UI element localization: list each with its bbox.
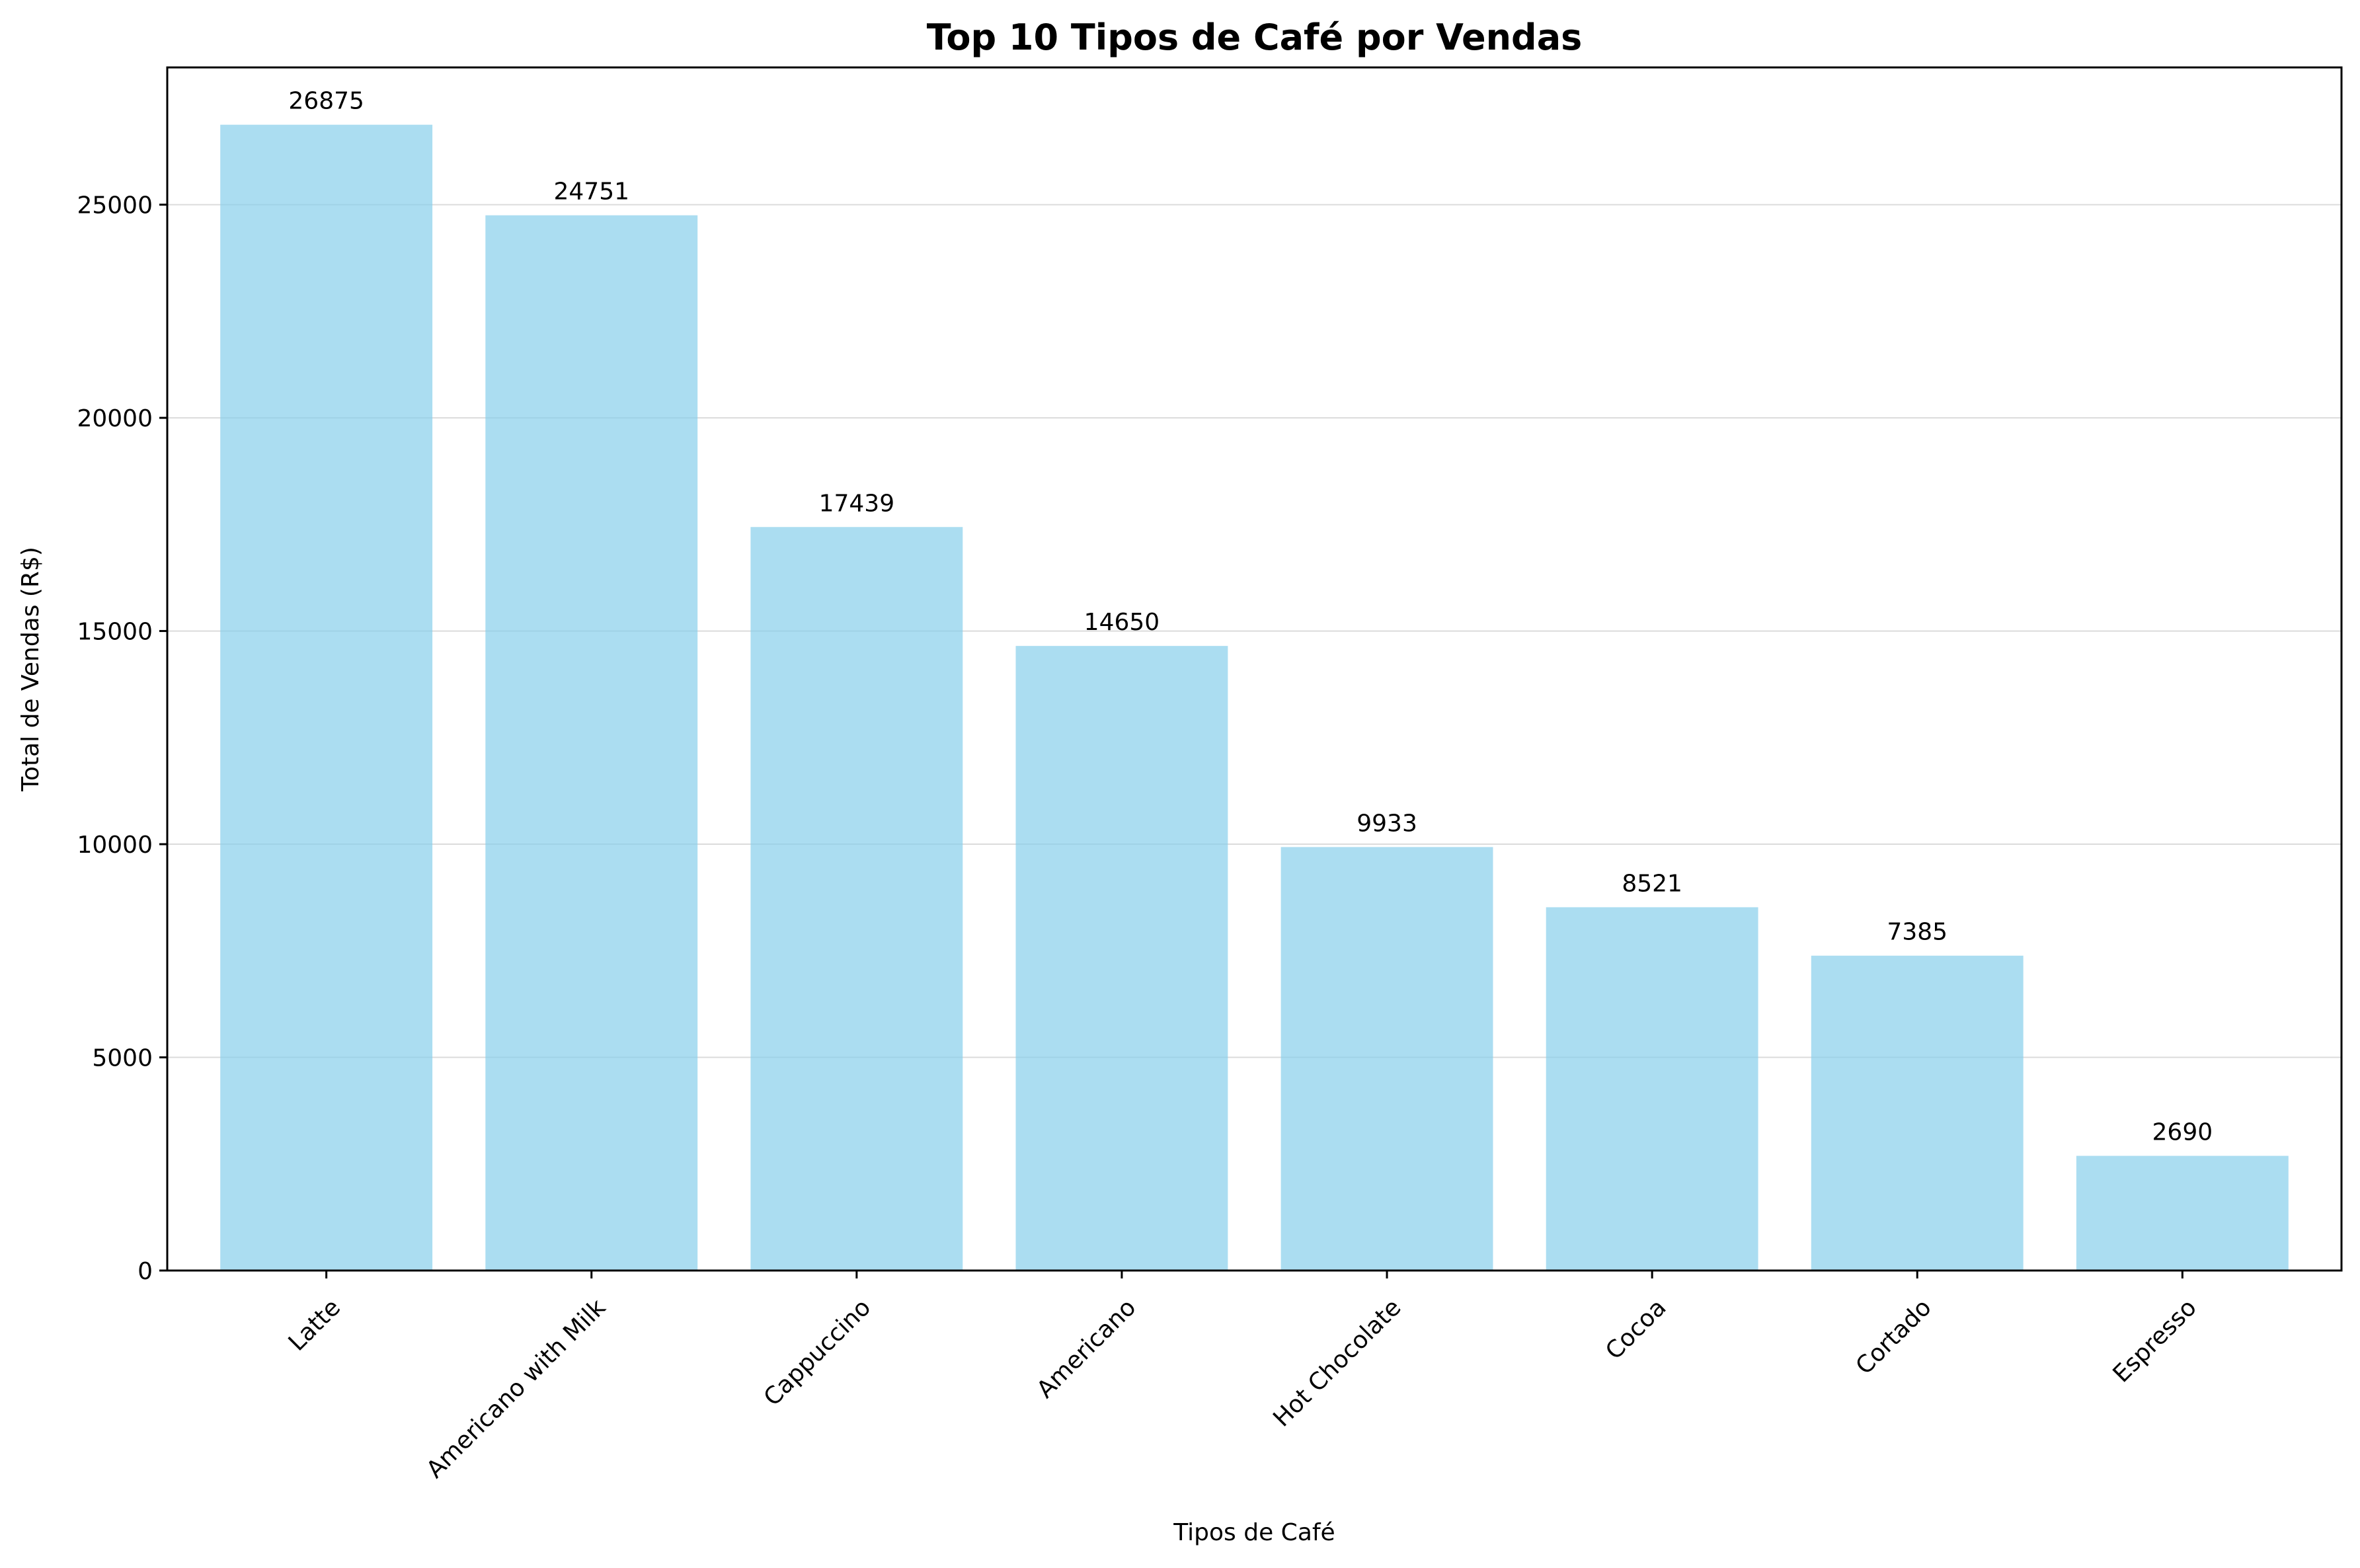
- y-tick-label: 20000: [77, 405, 153, 432]
- bar: [2076, 1156, 2289, 1271]
- bar: [1015, 646, 1228, 1271]
- bar: [220, 124, 433, 1271]
- y-axis: 0 5000 10000 15000 20000 25000: [77, 192, 167, 1285]
- y-tick-label: 0: [138, 1258, 153, 1285]
- x-axis-label: Tipos de Café: [1173, 1519, 1335, 1546]
- chart-title: Top 10 Tipos de Café por Vendas: [927, 17, 1583, 58]
- bar: [485, 215, 698, 1271]
- bar-value-label: 8521: [1622, 870, 1682, 897]
- bar-value-label: 9933: [1357, 810, 1417, 837]
- bar-value-label: 7385: [1887, 919, 1947, 946]
- bar-value-label: 26875: [288, 88, 364, 115]
- bar-value-label: 17439: [819, 490, 895, 517]
- y-tick-label: 5000: [92, 1045, 153, 1072]
- bar-value-label: 24751: [553, 178, 629, 206]
- bar: [1280, 847, 1493, 1271]
- bar: [1811, 955, 2024, 1271]
- y-tick-label: 25000: [77, 192, 153, 219]
- bar-value-label: 2690: [2152, 1119, 2213, 1146]
- data-labels: 26875 24751 17439 14650 9933 8521 7385 2690: [288, 88, 2213, 1146]
- y-tick-label: 15000: [77, 619, 153, 646]
- plot-frame: [166, 66, 2343, 1272]
- bar: [1546, 907, 1758, 1271]
- y-axis-label: Total de Vendas (R$): [17, 547, 44, 792]
- bar-value-label: 14650: [1084, 609, 1160, 636]
- bars: [220, 124, 2289, 1271]
- y-tick-label: 10000: [77, 832, 153, 859]
- bar: [750, 527, 963, 1271]
